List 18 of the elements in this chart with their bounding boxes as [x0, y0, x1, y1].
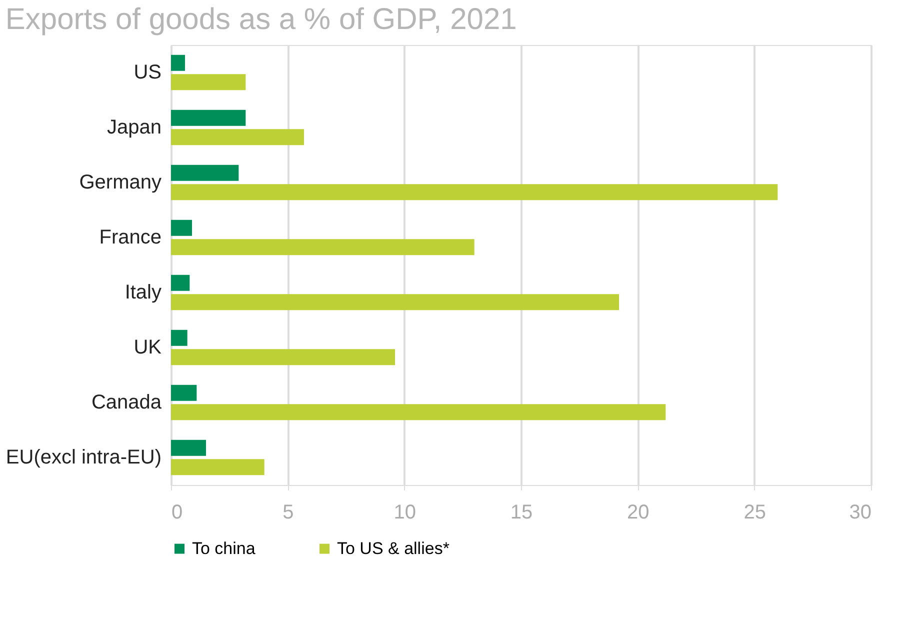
- y-tick-label: Germany: [79, 172, 162, 194]
- x-tick-label: 0: [172, 502, 183, 524]
- legend-label: To US & allies*: [337, 538, 450, 558]
- x-tick-label: 20: [627, 502, 650, 524]
- legend-label: To china: [192, 538, 256, 558]
- x-tick-label: 30: [849, 502, 872, 524]
- y-tick-label: France: [99, 226, 162, 248]
- chart-title: Exports of goods as a % of GDP, 2021: [5, 3, 517, 36]
- y-tick-label: Italy: [124, 282, 162, 304]
- y-tick-label: US: [134, 62, 162, 84]
- x-tick-label: 10: [394, 502, 416, 524]
- y-tick-label: Canada: [91, 392, 162, 414]
- y-tick-label: Japan: [107, 116, 162, 138]
- x-tick-label: 15: [510, 502, 533, 524]
- x-tick-label: 5: [282, 502, 294, 524]
- x-tick-label: 25: [744, 502, 766, 524]
- y-tick-label: UK: [134, 336, 162, 358]
- y-tick-label: EU(excl intra-EU): [6, 446, 162, 468]
